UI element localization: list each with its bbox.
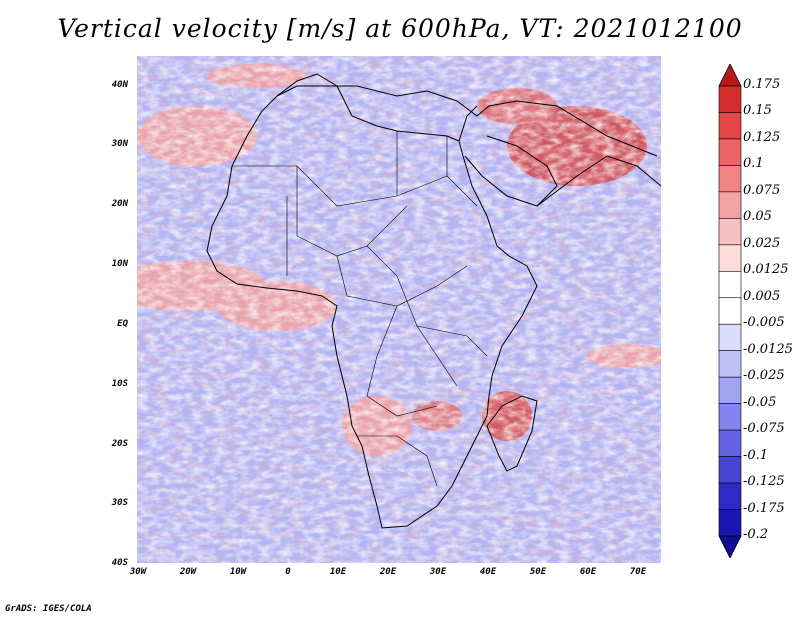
lon-label: 20E <box>379 567 397 577</box>
lat-label: 10S <box>111 379 128 389</box>
colorbar-segment <box>718 482 742 510</box>
colorbar-segment <box>718 112 742 140</box>
country-borders <box>232 131 488 487</box>
colorbar-level-label: 0.025 <box>743 235 781 251</box>
colorbar-level-label: -0.1 <box>743 447 769 463</box>
colorbar-bottom-arrow <box>718 535 742 558</box>
colorbar-segment <box>718 323 742 352</box>
lat-label: 30N <box>111 139 128 149</box>
lon-label: 20W <box>179 567 197 577</box>
colorbar-segment <box>718 165 742 193</box>
credit-text: GrADS: IGES/COLA <box>5 604 92 614</box>
white-texture <box>137 56 661 563</box>
colorbar-segment <box>718 218 742 246</box>
colorbar-level-label: -0.175 <box>743 500 785 516</box>
colorbar-level-label: 0.15 <box>743 103 772 119</box>
colorbar-segment <box>718 297 742 325</box>
colorbar-level-label: 0.075 <box>743 182 781 198</box>
colorbar-level-label: 0.175 <box>743 77 781 92</box>
lon-label: 40E <box>479 567 497 577</box>
colorbar-segment <box>718 191 742 219</box>
colorbar-level-label: -0.2 <box>743 527 769 542</box>
colorbar-segment <box>718 270 742 299</box>
lon-label: 70E <box>629 567 647 577</box>
colorbar-top-arrow <box>718 64 742 87</box>
lon-label: 10E <box>329 567 347 577</box>
lat-label: 20N <box>111 199 128 209</box>
colorbar-level-label: 0.1 <box>743 156 764 172</box>
colorbar-segment <box>718 456 742 484</box>
lon-label: 0 <box>285 567 291 577</box>
colorbar-level-label: -0.075 <box>743 421 785 437</box>
colorbar-segment <box>718 429 742 457</box>
colorbar-segment <box>718 376 742 404</box>
lat-label: 20S <box>111 439 128 449</box>
lon-label: 30W <box>129 567 147 577</box>
lat-label: 10N <box>111 259 128 269</box>
lon-label: 60E <box>579 567 597 577</box>
africa-coastline <box>206 73 661 529</box>
colorbar-level-label: 0.125 <box>743 129 781 145</box>
colorbar-level-label: 0.005 <box>743 288 781 304</box>
colorbar-segment <box>718 244 742 272</box>
map-title: Vertical velocity [m/s] at 600hPa, VT: 2… <box>57 14 743 43</box>
lat-label: 40N <box>111 80 128 90</box>
colorbar-segment <box>718 85 742 113</box>
colorbar-level-label: 0.0125 <box>743 262 789 278</box>
colorbar-segment <box>718 350 742 378</box>
lon-label: 50E <box>529 567 547 577</box>
colorbar-level-label: -0.125 <box>743 474 785 490</box>
colorbar-level-label: -0.0125 <box>743 341 793 357</box>
colorbar-level-label: 0.05 <box>743 209 772 225</box>
lon-label: 10W <box>229 567 247 577</box>
colorbar-level-label: -0.005 <box>743 315 785 331</box>
map-plot-area <box>137 56 661 563</box>
colorbar-segment <box>718 138 742 166</box>
lat-label: 30S <box>111 498 128 508</box>
lat-label: 40S <box>111 558 128 568</box>
colorbar-segment <box>718 403 742 431</box>
colorbar-level-label: -0.025 <box>743 368 785 384</box>
colorbar <box>718 64 742 558</box>
lat-label: EQ <box>117 319 128 329</box>
lon-label: 30E <box>429 567 447 577</box>
colorbar-segment <box>718 509 742 537</box>
colorbar-level-label: -0.05 <box>743 394 777 410</box>
